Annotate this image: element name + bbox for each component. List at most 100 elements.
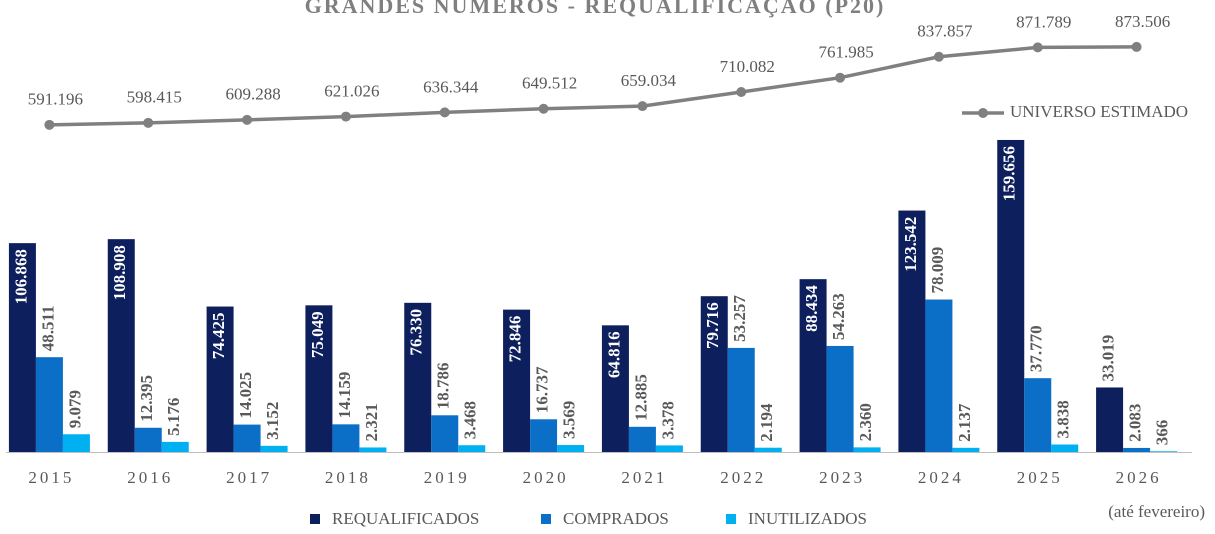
line-point xyxy=(835,72,846,83)
data-label: 14.159 xyxy=(335,372,354,419)
data-label: 2.321 xyxy=(362,403,381,441)
x-tick-label: 2015 xyxy=(28,468,74,487)
data-label: 75.049 xyxy=(308,311,327,358)
bar xyxy=(700,296,728,452)
data-label: 106.868 xyxy=(11,249,30,304)
bar xyxy=(233,424,261,452)
data-label: 53.257 xyxy=(730,295,749,342)
data-label: 12.395 xyxy=(137,375,156,422)
bar xyxy=(655,445,683,452)
data-label: 16.737 xyxy=(532,366,551,413)
bar xyxy=(1123,447,1151,452)
line-label: 591.196 xyxy=(28,90,83,109)
data-label: 3.152 xyxy=(263,402,282,440)
line-point xyxy=(933,51,944,62)
line-point xyxy=(44,119,55,130)
x-tick-label: 2025 xyxy=(1017,468,1063,487)
bar xyxy=(601,325,629,452)
line-label: 649.512 xyxy=(522,74,577,93)
data-label: 3.468 xyxy=(461,401,480,439)
x-tick-label: 2023 xyxy=(819,468,865,487)
data-label: 54.263 xyxy=(829,293,848,340)
bar xyxy=(107,239,135,452)
bar xyxy=(826,345,854,452)
legend-label: COMPRADOS xyxy=(563,509,669,528)
line-label: 761.985 xyxy=(818,43,873,62)
data-label: 74.425 xyxy=(209,313,228,360)
line-point xyxy=(1131,41,1142,52)
x-tick-label: 2018 xyxy=(325,468,371,487)
data-label: 33.019 xyxy=(1098,335,1117,382)
line-label: 659.034 xyxy=(621,71,677,90)
bar xyxy=(530,419,558,452)
x-tick-label: 2022 xyxy=(720,468,766,487)
line-label: 609.288 xyxy=(225,85,280,104)
x-tick-label: 2016 xyxy=(127,468,173,487)
x-tick-label: 2026 xyxy=(1116,468,1162,487)
bar xyxy=(8,243,36,452)
line-label: 837.857 xyxy=(917,22,973,41)
bar xyxy=(503,309,531,452)
data-label: 123.542 xyxy=(901,217,920,272)
legend-swatch xyxy=(726,514,736,524)
line-point xyxy=(736,87,747,98)
bar xyxy=(1150,451,1178,452)
x-tick-label: 2019 xyxy=(424,468,470,487)
line-point xyxy=(439,107,450,118)
bar xyxy=(35,357,63,452)
bar xyxy=(260,445,288,452)
data-label: 72.846 xyxy=(505,316,524,363)
bar xyxy=(332,424,360,452)
bar xyxy=(431,415,459,452)
data-label: 159.656 xyxy=(1000,146,1019,201)
data-label: 14.025 xyxy=(236,372,255,419)
bar xyxy=(134,427,162,452)
legend-marker xyxy=(978,108,988,118)
line-point xyxy=(340,111,351,122)
data-label: 5.176 xyxy=(164,398,183,436)
line-point xyxy=(538,103,549,114)
bar xyxy=(1024,378,1052,452)
data-label: 37.770 xyxy=(1027,325,1046,372)
data-label: 18.786 xyxy=(434,363,453,410)
data-label: 3.378 xyxy=(658,401,677,439)
data-label: 3.569 xyxy=(559,401,578,439)
line-label: 636.344 xyxy=(423,77,479,96)
x-tick-label: 2021 xyxy=(621,468,667,487)
data-label: 79.716 xyxy=(703,302,722,349)
x-tick-label: 2020 xyxy=(523,468,569,487)
bar xyxy=(359,447,387,452)
bar xyxy=(628,426,656,452)
line-label: 710.082 xyxy=(720,57,775,76)
bar xyxy=(853,447,881,452)
bar xyxy=(458,445,486,452)
line xyxy=(49,45,1137,127)
bar xyxy=(952,447,980,452)
data-label: 2.360 xyxy=(856,403,875,441)
data-label: 78.009 xyxy=(928,247,947,294)
bar xyxy=(404,302,432,452)
data-label: 2.083 xyxy=(1125,404,1144,442)
legend-label: UNIVERSO ESTIMADO xyxy=(1010,102,1188,121)
x-tick-label: 2017 xyxy=(226,468,272,487)
data-label: 3.838 xyxy=(1054,400,1073,438)
line-point xyxy=(242,114,253,125)
data-label: 108.908 xyxy=(110,245,129,300)
data-label: 12.885 xyxy=(631,374,650,421)
bar xyxy=(799,279,827,452)
legend-swatch xyxy=(310,514,320,524)
data-label: 2.194 xyxy=(757,403,776,442)
data-label: 366 xyxy=(1152,420,1171,446)
data-label: 64.816 xyxy=(604,331,623,378)
bar xyxy=(1096,387,1124,452)
bar xyxy=(305,305,333,452)
line-label: 621.026 xyxy=(324,82,379,101)
bar xyxy=(754,447,782,452)
data-label: 48.511 xyxy=(38,305,57,351)
line-label: 871.789 xyxy=(1016,12,1071,31)
data-label: 9.079 xyxy=(65,390,84,428)
bar xyxy=(898,210,926,452)
legend-label: INUTILIZADOS xyxy=(748,509,867,528)
line-point xyxy=(1032,42,1043,53)
